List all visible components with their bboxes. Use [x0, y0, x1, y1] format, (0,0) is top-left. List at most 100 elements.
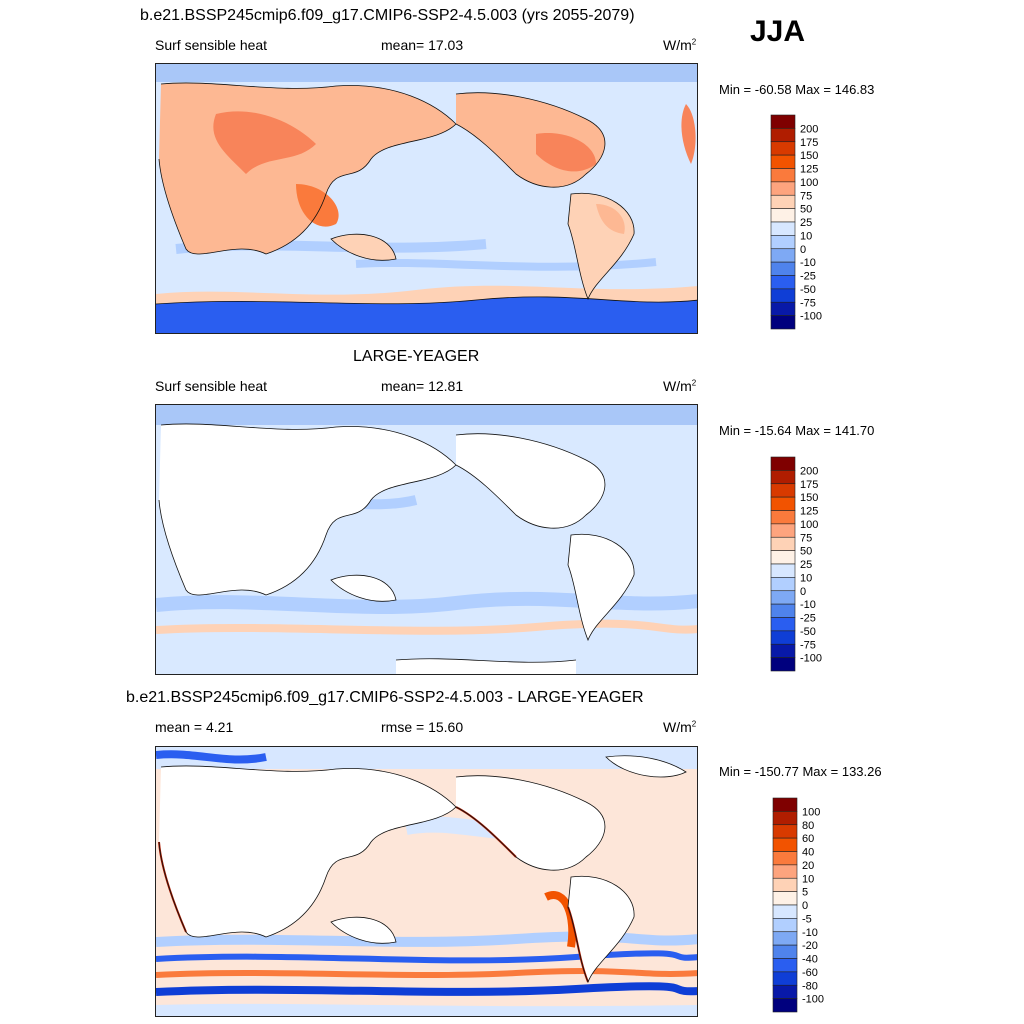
colorbar-swatch — [770, 496, 796, 511]
colorbar-tick-label: 40 — [802, 847, 814, 859]
panel-3-map — [155, 746, 698, 1017]
colorbar-tick-label: -10 — [800, 257, 816, 269]
colorbar-swatch — [772, 904, 798, 919]
colorbar-tick-label: 10 — [800, 572, 812, 584]
colorbar-swatch — [770, 114, 796, 129]
panel-1-minmax: Min = -60.58 Max = 146.83 — [719, 82, 875, 97]
panel-2-title: LARGE-YEAGER — [353, 348, 480, 365]
panel-1-variable-label: Surf sensible heat — [155, 37, 268, 53]
colorbar-swatch — [770, 590, 796, 605]
colorbar-swatch — [770, 235, 796, 250]
colorbar-swatch — [770, 154, 796, 169]
colorbar-swatch — [772, 864, 798, 879]
colorbar-swatch — [772, 851, 798, 866]
colorbar-swatch — [770, 208, 796, 223]
colorbar-tick-label: 0 — [802, 900, 808, 912]
panel-1-mean-label: mean= 17.03 — [381, 37, 464, 53]
colorbar-swatch — [772, 944, 798, 959]
colorbar-tick-label: 60 — [802, 833, 814, 845]
colorbar-swatch — [770, 288, 796, 303]
colorbar-swatch — [772, 958, 798, 973]
colorbar-swatch — [770, 603, 796, 618]
panel-2-minmax: Min = -15.64 Max = 141.70 — [719, 423, 875, 438]
panel-2-units: W/m2 — [663, 378, 697, 394]
colorbar-tick-label: -20 — [802, 940, 818, 952]
colorbar-tick-label: 100 — [800, 519, 818, 531]
colorbar-tick-label: 20 — [802, 860, 814, 872]
colorbar-tick-label: 80 — [802, 820, 814, 832]
colorbar-tick-label: -5 — [802, 913, 812, 925]
colorbar-tick-label: 25 — [800, 559, 812, 571]
colorbar-swatch — [770, 643, 796, 658]
colorbar-swatch — [770, 510, 796, 525]
panel-3-mean-label: mean = 4.21 — [155, 719, 234, 735]
colorbar-tick-label: 175 — [800, 479, 818, 491]
colorbar-tick-label: -40 — [802, 954, 818, 966]
colorbar-tick-label: -75 — [800, 639, 816, 651]
colorbar-tick-label: 125 — [800, 506, 818, 518]
colorbar-tick-label: -100 — [800, 653, 822, 665]
colorbar-swatch — [770, 248, 796, 263]
colorbar-tick-label: 0 — [800, 586, 806, 598]
colorbar-swatch — [772, 998, 798, 1013]
colorbar-tick-label: 0 — [800, 244, 806, 256]
colorbar-tick-label: 200 — [800, 465, 818, 477]
colorbar-swatch — [772, 837, 798, 852]
colorbar-tick-label: 150 — [800, 150, 818, 162]
panel-3-minmax: Min = -150.77 Max = 133.26 — [719, 764, 882, 779]
colorbar-tick-label: 75 — [800, 190, 812, 202]
colorbar-swatch — [770, 577, 796, 592]
colorbar-swatch — [770, 523, 796, 538]
colorbar-swatch — [770, 221, 796, 236]
colorbar-tick-label: -60 — [802, 967, 818, 979]
colorbar-swatch — [770, 128, 796, 143]
colorbar-tick-label: -25 — [800, 271, 816, 283]
colorbar-tick-label: 125 — [800, 164, 818, 176]
colorbar-tick-label: -80 — [802, 980, 818, 992]
colorbar-swatch — [772, 877, 798, 892]
colorbar-tick-label: 50 — [800, 204, 812, 216]
panel-3-title: b.e21.BSSP245cmip6.f09_g17.CMIP6-SSP2-4.… — [126, 689, 644, 706]
panel-3-units: W/m2 — [663, 719, 697, 735]
panel-1-units: W/m2 — [663, 37, 697, 53]
colorbar-tick-label: -25 — [800, 613, 816, 625]
colorbar-swatch — [770, 168, 796, 183]
colorbar-swatch — [770, 550, 796, 565]
colorbar-tick-label: -100 — [802, 994, 824, 1006]
colorbar-swatch — [770, 470, 796, 485]
colorbar-tick-label: -10 — [800, 599, 816, 611]
colorbar-tick-label: -10 — [802, 927, 818, 939]
colorbar-swatch — [770, 275, 796, 290]
colorbar-swatch — [770, 536, 796, 551]
colorbar-tick-label: 5 — [802, 887, 808, 899]
colorbar-tick-label: 25 — [800, 217, 812, 229]
colorbar-swatch — [772, 811, 798, 826]
panel-2-map — [155, 404, 698, 675]
panel-1-title: b.e21.BSSP245cmip6.f09_g17.CMIP6-SSP2-4.… — [140, 7, 635, 24]
colorbar-tick-label: -50 — [800, 626, 816, 638]
colorbar-swatch — [770, 657, 796, 672]
colorbar-tick-label: -100 — [800, 311, 822, 323]
colorbar-tick-label: 10 — [800, 230, 812, 242]
colorbar-swatch — [770, 630, 796, 645]
colorbar-tick-label: 50 — [800, 546, 812, 558]
colorbar-tick-label: 150 — [800, 492, 818, 504]
season-label: JJA — [750, 15, 806, 48]
colorbar-swatch — [770, 194, 796, 209]
colorbar-tick-label: -75 — [800, 297, 816, 309]
colorbar-swatch — [772, 918, 798, 933]
colorbar-tick-label: 100 — [800, 177, 818, 189]
colorbar-tick-label: 100 — [802, 806, 820, 818]
colorbar-swatch — [770, 483, 796, 498]
colorbar-tick-label: -50 — [800, 284, 816, 296]
colorbar-swatch — [770, 456, 796, 471]
panel-1-map — [155, 63, 698, 334]
colorbar-swatch — [770, 301, 796, 316]
colorbar-swatch — [770, 563, 796, 578]
colorbar-tick-label: 175 — [800, 137, 818, 149]
colorbar-swatch — [770, 141, 796, 156]
colorbar-swatch — [772, 797, 798, 812]
